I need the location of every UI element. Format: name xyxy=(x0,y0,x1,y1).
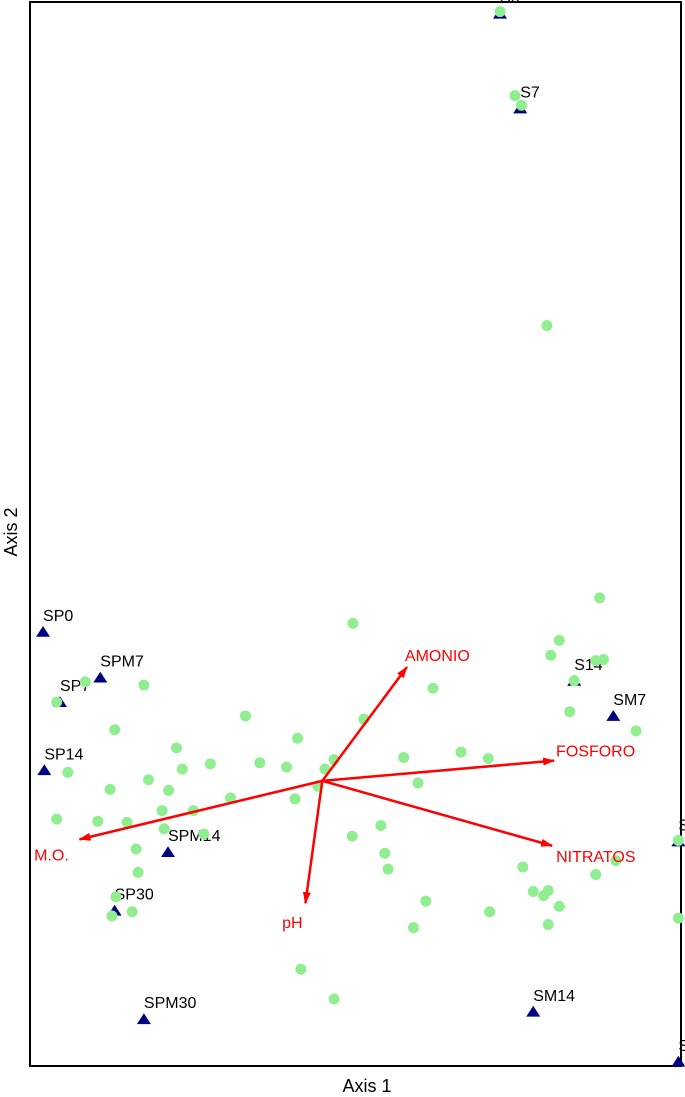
species-point xyxy=(163,784,175,796)
species-point xyxy=(79,676,91,688)
species-point xyxy=(375,820,387,832)
species-point xyxy=(328,993,340,1005)
site-marker-s30 xyxy=(671,1055,685,1067)
species-point xyxy=(198,828,210,840)
species-point xyxy=(672,834,684,846)
species-point xyxy=(527,886,539,898)
species-point xyxy=(204,758,216,770)
species-point xyxy=(379,847,391,859)
vector-arrow-ph xyxy=(302,780,324,905)
vector-arrow-nitratos xyxy=(321,779,554,847)
species-point xyxy=(517,861,529,873)
species-point xyxy=(672,912,684,924)
species-point xyxy=(295,963,307,975)
species-point xyxy=(62,766,74,778)
species-point xyxy=(564,706,576,718)
species-point xyxy=(482,753,494,765)
species-point xyxy=(553,900,565,912)
vector-arrow-fosforo xyxy=(322,757,556,783)
site-label-sp14: SP14 xyxy=(44,746,83,763)
species-point xyxy=(121,816,133,828)
species-point xyxy=(420,895,432,907)
site-label-s30: S30 xyxy=(678,1038,685,1055)
species-point xyxy=(455,746,467,758)
species-point xyxy=(346,830,358,842)
vector-label-amonio: AMONIO xyxy=(405,648,470,665)
site-marker-spm14 xyxy=(161,846,176,858)
species-point xyxy=(382,863,394,875)
species-point xyxy=(142,774,154,786)
species-point xyxy=(130,843,142,855)
species-point xyxy=(292,732,304,744)
species-point xyxy=(109,724,121,736)
site-marker-spm7 xyxy=(93,671,108,683)
species-points-front xyxy=(51,6,684,1005)
vector-label-mo: M.O. xyxy=(34,847,69,864)
species-point xyxy=(590,868,602,880)
species-point xyxy=(347,617,359,629)
site-label-s0: S0 xyxy=(500,0,520,7)
site-label-sm7: SM7 xyxy=(613,692,646,709)
species-point xyxy=(484,906,496,918)
species-point xyxy=(280,761,292,773)
vector-arrow-amonio xyxy=(321,666,408,782)
species-point xyxy=(289,793,301,805)
species-point xyxy=(225,792,237,804)
vector-label-ph: pH xyxy=(282,915,302,932)
site-marker-sp0 xyxy=(36,625,51,637)
site-marker-sm7 xyxy=(606,710,621,721)
species-point xyxy=(126,906,138,918)
species-point xyxy=(553,634,565,646)
species-point xyxy=(104,783,116,795)
vector-arrow-mo xyxy=(78,779,323,841)
site-marker-spm30 xyxy=(136,1013,151,1025)
environmental-vectors: AMONIO FOSFORO NITRATOS pH M.O. xyxy=(34,648,635,932)
x-axis-label: Axis 1 xyxy=(342,1076,391,1096)
species-point xyxy=(158,823,170,835)
species-point xyxy=(138,679,150,691)
species-point xyxy=(407,922,419,934)
species-point xyxy=(568,675,580,687)
site-label-sm30: SM30 xyxy=(678,818,685,835)
species-point xyxy=(132,866,144,878)
species-point xyxy=(509,90,521,102)
site-marker-sp14 xyxy=(37,764,52,776)
species-point xyxy=(427,682,439,694)
species-point xyxy=(110,891,122,903)
site-label-sm14: SM14 xyxy=(533,988,575,1005)
vector-label-fosforo: FOSFORO xyxy=(556,744,635,761)
site-label-sp30: SP30 xyxy=(115,887,154,904)
species-point xyxy=(398,751,410,763)
species-point xyxy=(412,777,424,789)
species-point xyxy=(598,654,610,666)
species-point xyxy=(541,319,553,331)
species-point xyxy=(494,6,506,18)
species-point xyxy=(594,592,606,604)
plot-frame xyxy=(29,1,682,1067)
species-point xyxy=(51,813,63,825)
species-point xyxy=(516,99,528,111)
vector-label-nitratos: NITRATOS xyxy=(556,849,635,866)
species-point xyxy=(545,649,557,661)
site-label-spm7: SPM7 xyxy=(100,654,144,671)
species-point xyxy=(542,884,554,896)
species-point xyxy=(106,910,118,922)
y-axis-label: Axis 2 xyxy=(1,507,21,556)
species-point xyxy=(156,805,168,817)
species-point xyxy=(239,710,251,722)
species-point xyxy=(630,725,642,737)
site-label-sp0: SP0 xyxy=(43,608,73,625)
site-marker-sm14 xyxy=(526,1005,541,1017)
species-point xyxy=(170,742,182,754)
site-label-s7: S7 xyxy=(520,84,540,101)
species-point xyxy=(176,763,188,775)
site-label-spm30: SPM30 xyxy=(144,995,197,1012)
species-point xyxy=(51,696,63,708)
species-point xyxy=(92,815,104,827)
site-label-spm14: SPM14 xyxy=(168,828,221,845)
species-point xyxy=(254,757,266,769)
species-point xyxy=(542,918,554,930)
species-point xyxy=(610,855,622,867)
